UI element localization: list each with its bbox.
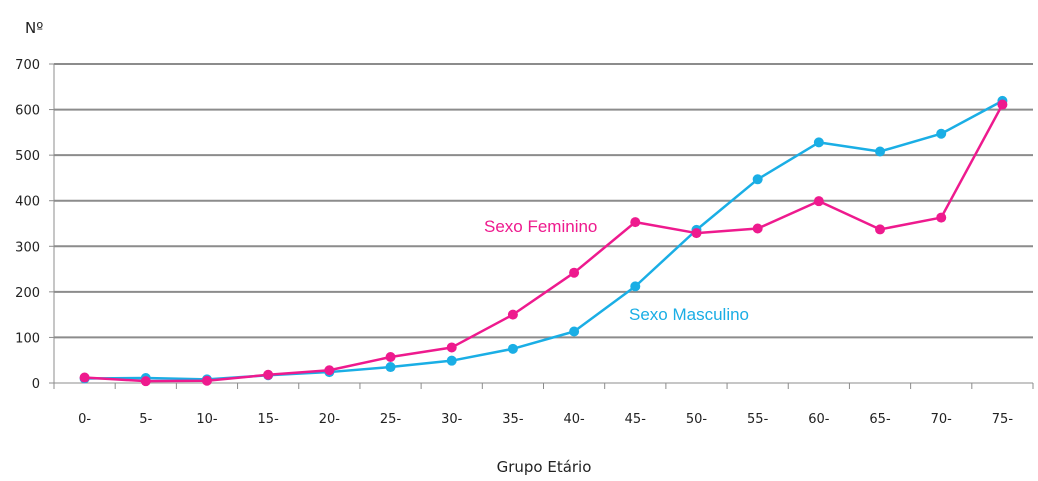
series-1 [79, 99, 1008, 387]
data-point [875, 224, 886, 235]
data-point [630, 281, 641, 292]
y-tick-label: 200 [15, 286, 40, 301]
x-tick-label: 0- [78, 412, 91, 427]
series-0 [79, 95, 1008, 385]
x-tick-label: 75- [992, 412, 1014, 427]
y-tick-label: 700 [15, 58, 40, 73]
data-point [507, 309, 518, 320]
x-tick-label: 15- [258, 412, 280, 427]
y-tick-label: 0 [32, 377, 40, 392]
y-tick-label: 500 [15, 149, 40, 164]
series-label-feminino: Sexo Feminino [484, 217, 597, 236]
data-point [446, 342, 457, 353]
y-axis-title: Nº [25, 19, 43, 37]
y-tick-label: 100 [15, 331, 40, 346]
y-tick-label: 600 [15, 104, 40, 119]
data-point [813, 196, 824, 207]
x-tick-label: 50- [686, 412, 708, 427]
data-point [936, 212, 947, 223]
data-point [691, 228, 702, 239]
data-point [752, 174, 763, 185]
x-tick-label: 5- [139, 412, 152, 427]
x-tick-label: 65- [869, 412, 891, 427]
data-point [385, 352, 396, 363]
x-tick-label: 30- [441, 412, 463, 427]
data-point [507, 343, 518, 354]
x-tick-labels: 0- 5- 10- 15- 20- 25- 30- 35- 40- 45- 50- 55- 60- 65-… [78, 412, 1013, 427]
data-point [630, 217, 641, 228]
x-tick-label: 10- [196, 412, 218, 427]
data-point [813, 137, 824, 148]
x-axis-title: Grupo Etário [497, 458, 592, 476]
series-line [84, 103, 1004, 383]
data-point [997, 99, 1008, 110]
x-tick-label: 40- [563, 412, 585, 427]
y-tick-labels: 0 100 200 300 400 500 600 700 [15, 58, 40, 392]
data-point [936, 128, 947, 139]
y-tick-label: 400 [15, 195, 40, 210]
x-tick-label: 25- [380, 412, 402, 427]
data-point [324, 365, 335, 376]
gridlines [54, 63, 1033, 339]
x-tick-label: 70- [931, 412, 953, 427]
x-tick-label: 45- [625, 412, 647, 427]
y-tick-label: 300 [15, 240, 40, 255]
data-point [569, 326, 580, 337]
series-group [79, 95, 1008, 387]
x-tick-label: 60- [808, 412, 830, 427]
x-tick-label: 20- [319, 412, 341, 427]
data-point [79, 372, 90, 383]
data-point [201, 375, 212, 386]
data-point [446, 355, 457, 366]
data-point [569, 267, 580, 278]
data-point [752, 223, 763, 234]
data-point [140, 376, 151, 387]
data-point [263, 369, 274, 380]
series-label-masculino: Sexo Masculino [629, 305, 749, 324]
axes [49, 63, 1034, 389]
data-point [875, 146, 886, 157]
data-point [385, 362, 396, 373]
x-tick-label: 55- [747, 412, 769, 427]
x-tick-label: 35- [502, 412, 524, 427]
